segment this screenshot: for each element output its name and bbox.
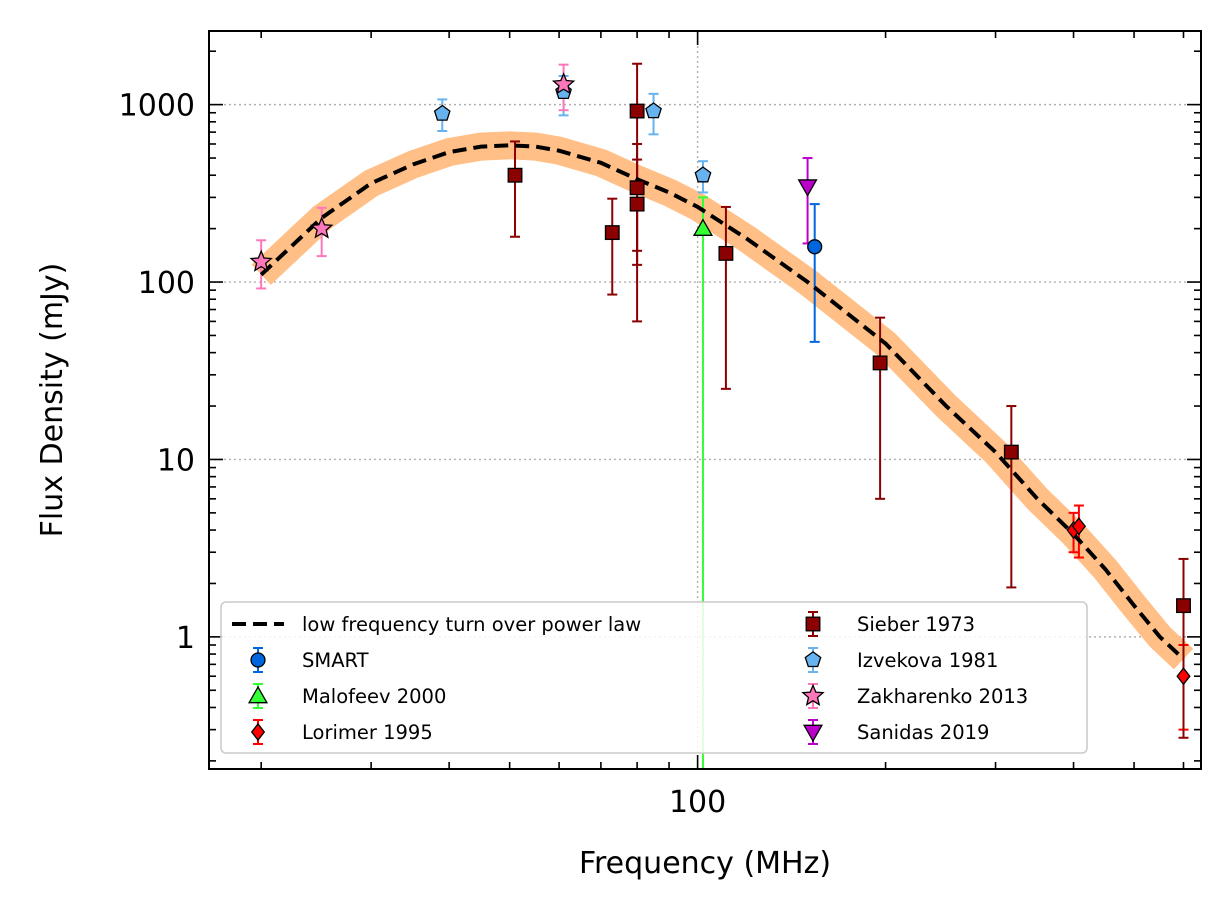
sieber-1973-point — [629, 180, 645, 196]
legend-label-lorimer-1995: Lorimer 1995 — [302, 721, 433, 744]
legend: low frequency turn over power law SMART Ma… — [220, 601, 1088, 754]
legend-swatch-smart — [250, 652, 266, 668]
legend-swatch-izvekova-1981 — [804, 651, 822, 668]
data-markers — [249, 72, 1191, 686]
legend-swatch-lorimer-1995 — [250, 722, 266, 742]
zakharenko-2013-point — [309, 216, 334, 239]
legend-label-zakharenko-2013: Zakharenko 2013 — [857, 685, 1028, 708]
y-tick-label: 1000 — [119, 89, 195, 124]
y-axis-label: Flux Density (mJy) — [35, 263, 70, 538]
axis-ticks: 100 1 10 100 1000 — [119, 31, 1201, 820]
malofeev-2000-point — [692, 218, 714, 236]
legend-label-malofeev-2000: Malofeev 2000 — [302, 685, 446, 708]
legend-swatch-sieber-1973 — [805, 616, 821, 632]
sieber-1973-point — [872, 355, 888, 371]
sieber-1973-point — [629, 196, 645, 212]
sieber-1973-point — [507, 167, 523, 183]
izvekova-1981-point — [433, 104, 451, 121]
sieber-1973-point — [718, 245, 734, 261]
sanidas-2019-point — [797, 179, 818, 197]
legend-label-sanidas-2019: Sanidas 2019 — [857, 721, 989, 744]
y-tick-label: 1 — [176, 621, 195, 656]
lorimer-1995-point — [1176, 667, 1191, 686]
sieber-1973-point — [1176, 598, 1191, 614]
axes-frame — [208, 30, 1202, 770]
legend-swatch-zakharenko-2013 — [801, 683, 825, 706]
lorimer-1995-point — [1071, 517, 1087, 536]
legend-label-smart: SMART — [302, 649, 369, 672]
model-line — [259, 143, 1185, 661]
sieber-1973-point — [1003, 444, 1019, 460]
sieber-1973-point — [629, 103, 645, 119]
plot-frame — [208, 30, 1202, 770]
x-tick-label: 100 — [669, 785, 726, 820]
zakharenko-2013-point — [551, 72, 576, 95]
legend-label-sieber-1973: Sieber 1973 — [857, 613, 975, 636]
y-tick-label: 100 — [138, 266, 195, 301]
izvekova-1981-point — [645, 102, 662, 119]
legend-swatch-malofeev-2000 — [247, 685, 269, 704]
legend-box — [220, 601, 1088, 754]
y-tick-label: 10 — [157, 443, 195, 478]
model-curve — [259, 143, 1185, 661]
x-axis-label: Frequency (MHz) — [579, 846, 831, 881]
smart-point — [807, 239, 823, 255]
legend-swatch-sanidas-2019 — [802, 724, 824, 743]
zakharenko-2013-point — [249, 249, 273, 272]
izvekova-1981-point — [694, 166, 712, 183]
sieber-1973-point — [604, 225, 620, 241]
legend-label-low-frequency-turn-over-power-law: low frequency turn over power law — [302, 613, 641, 636]
legend-label-izvekova-1981: Izvekova 1981 — [857, 649, 998, 672]
